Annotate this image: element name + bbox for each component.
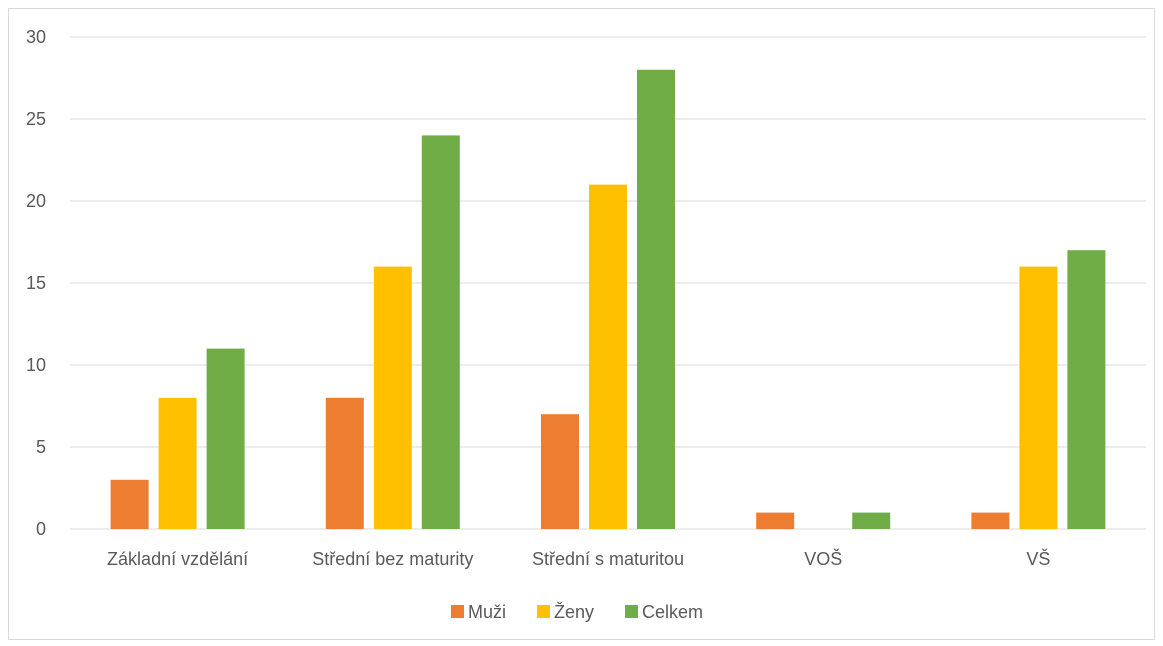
y-axis-ticks: 0 5 10 15 20 25 30 xyxy=(26,27,46,539)
bar-celkem xyxy=(1067,250,1106,529)
bar-ženy xyxy=(373,266,412,529)
y-tick-label: 5 xyxy=(36,437,46,457)
bar-ženy xyxy=(1019,266,1058,529)
x-category-label: Základní vzdělání xyxy=(107,549,248,569)
bar-ženy xyxy=(158,397,197,529)
y-tick-label: 10 xyxy=(26,355,46,375)
bar-muži xyxy=(541,414,579,529)
bar-muži xyxy=(325,397,364,529)
bar-celkem xyxy=(206,348,245,529)
chart-frame xyxy=(8,8,1155,640)
x-category-label: VOŠ xyxy=(804,548,842,569)
legend-label: Celkem xyxy=(642,602,703,622)
legend-swatch xyxy=(537,605,550,618)
bar-muži xyxy=(756,512,795,529)
legend-label: Muži xyxy=(468,602,506,622)
bars xyxy=(110,69,1106,530)
y-tick-label: 20 xyxy=(26,191,46,211)
x-category-label: Střední s maturitou xyxy=(532,549,684,569)
legend: Muži Ženy Celkem xyxy=(451,602,703,622)
bar-ženy xyxy=(589,184,627,529)
bar-celkem xyxy=(852,512,891,529)
bar-muži xyxy=(971,512,1010,529)
bar-muži xyxy=(110,479,149,529)
legend-label: Ženy xyxy=(554,602,594,622)
legend-swatch xyxy=(625,605,638,618)
bar-celkem xyxy=(421,135,460,529)
x-axis-labels: Základní vzdělání Střední bez maturity Stř… xyxy=(107,548,1050,569)
y-tick-label: 15 xyxy=(26,273,46,293)
legend-swatch xyxy=(451,605,464,618)
y-tick-label: 0 xyxy=(36,519,46,539)
x-category-label: VŠ xyxy=(1026,548,1050,569)
y-tick-label: 25 xyxy=(26,109,46,129)
bar-celkem xyxy=(637,69,675,530)
x-category-label: Střední bez maturity xyxy=(312,549,473,569)
y-tick-label: 30 xyxy=(26,27,46,47)
